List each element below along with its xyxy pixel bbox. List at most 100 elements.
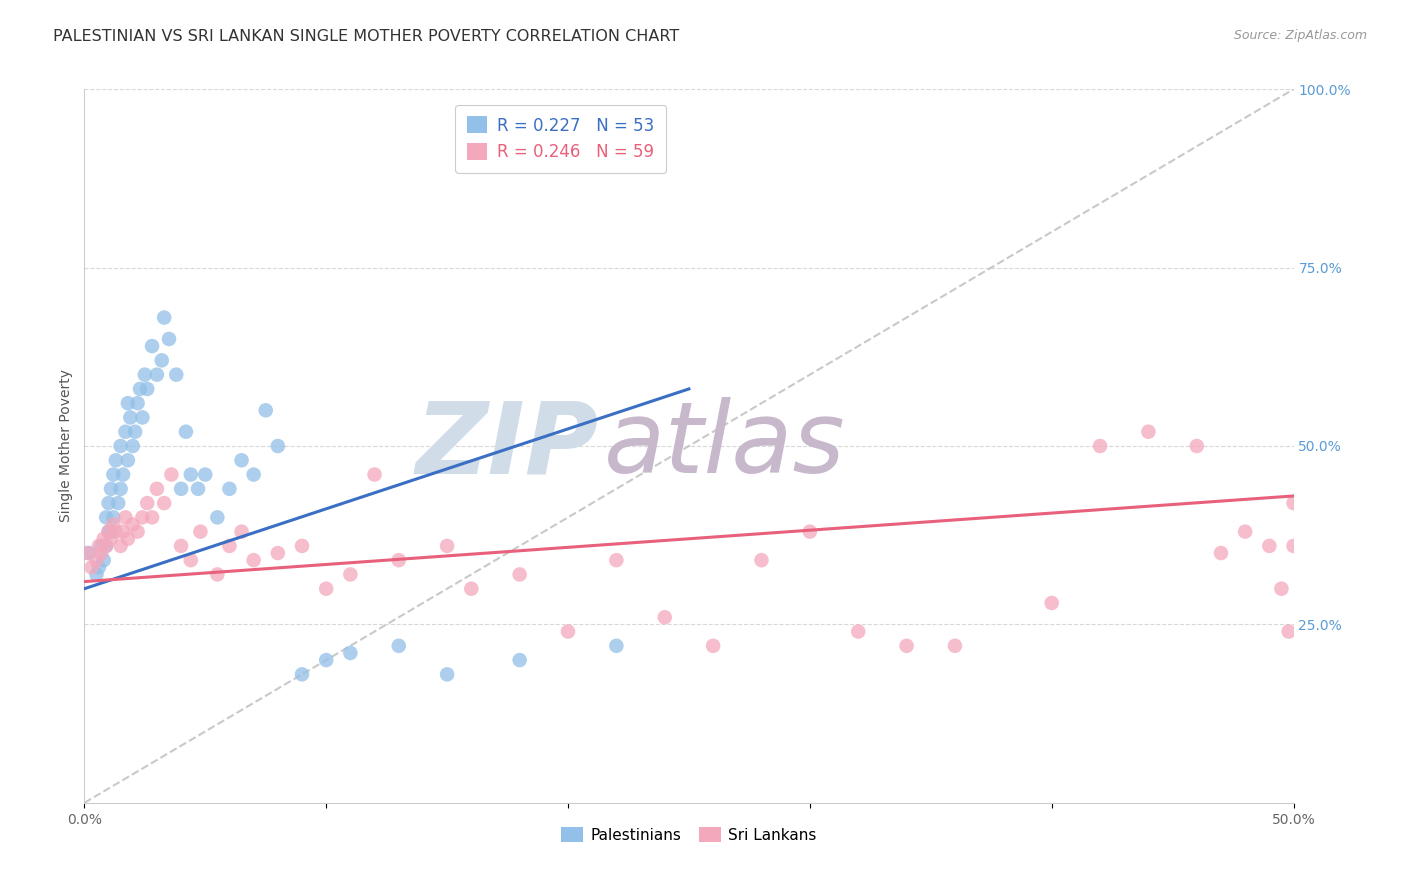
Point [97, 524, 120, 539]
Point [267, 546, 290, 560]
Point [114, 510, 136, 524]
Point [86, 567, 108, 582]
Point [231, 453, 253, 467]
Point [1282, 496, 1305, 510]
Point [93, 553, 115, 567]
Point [100, 532, 122, 546]
Point [1209, 546, 1232, 560]
Point [187, 482, 209, 496]
Point [153, 496, 176, 510]
Point [94, 510, 117, 524]
Point [339, 567, 361, 582]
Point [90, 546, 112, 560]
Point [97, 524, 120, 539]
Point [291, 667, 314, 681]
Point [170, 482, 193, 496]
Point [134, 368, 156, 382]
Point [1234, 524, 1257, 539]
Point [207, 567, 229, 582]
Point [114, 425, 136, 439]
Point [896, 639, 918, 653]
Point [605, 553, 627, 567]
Point [124, 425, 146, 439]
Point [107, 496, 129, 510]
Point [388, 639, 411, 653]
Point [339, 646, 361, 660]
Point [160, 467, 183, 482]
Point [846, 624, 869, 639]
Point [165, 368, 187, 382]
Point [103, 517, 125, 532]
Point [242, 467, 264, 482]
Point [117, 532, 139, 546]
Text: atlas: atlas [605, 398, 846, 494]
Point [110, 439, 132, 453]
Point [87, 560, 110, 574]
Point [654, 610, 676, 624]
Point [1258, 539, 1281, 553]
Text: PALESTINIAN VS SRI LANKAN SINGLE MOTHER POVERTY CORRELATION CHART: PALESTINIAN VS SRI LANKAN SINGLE MOTHER … [53, 29, 679, 45]
Point [799, 524, 821, 539]
Text: Source: ZipAtlas.com: Source: ZipAtlas.com [1233, 29, 1367, 43]
Point [117, 453, 139, 467]
Point [120, 410, 142, 425]
Point [104, 524, 127, 539]
Point [141, 339, 163, 353]
Point [174, 425, 197, 439]
Point [146, 368, 169, 382]
Point [146, 482, 169, 496]
Point [1282, 539, 1305, 553]
Point [388, 553, 411, 567]
Point [76, 546, 98, 560]
Point [180, 553, 202, 567]
Point [141, 510, 163, 524]
Point [436, 667, 458, 681]
Point [509, 567, 531, 582]
Point [363, 467, 385, 482]
Point [77, 546, 100, 560]
Point [80, 560, 103, 574]
Point [100, 482, 122, 496]
Point [1185, 439, 1208, 453]
Point [90, 539, 112, 553]
Point [751, 553, 773, 567]
Point [207, 510, 229, 524]
Point [1270, 582, 1292, 596]
Point [605, 639, 627, 653]
Point [100, 524, 122, 539]
Point [103, 510, 125, 524]
Point [117, 396, 139, 410]
Point [121, 439, 143, 453]
Point [150, 353, 173, 368]
Point [136, 382, 159, 396]
Point [94, 539, 117, 553]
Point [110, 539, 132, 553]
Point [94, 539, 117, 553]
Point [194, 467, 217, 482]
Point [315, 653, 337, 667]
Point [460, 582, 482, 596]
Point [131, 410, 153, 425]
Point [1040, 596, 1063, 610]
Point [267, 439, 290, 453]
Point [242, 553, 264, 567]
Point [121, 517, 143, 532]
Point [129, 382, 152, 396]
Point [87, 539, 110, 553]
Point [1088, 439, 1111, 453]
Point [97, 496, 120, 510]
Point [218, 482, 240, 496]
Point [157, 332, 180, 346]
Point [86, 553, 108, 567]
Text: ZIP: ZIP [415, 398, 599, 494]
Point [218, 539, 240, 553]
Point [180, 467, 202, 482]
Y-axis label: Single Mother Poverty: Single Mother Poverty [59, 369, 73, 523]
Point [104, 453, 127, 467]
Point [509, 653, 531, 667]
Point [436, 539, 458, 553]
Point [1278, 624, 1301, 639]
Point [557, 624, 579, 639]
Point [93, 532, 115, 546]
Point [103, 467, 125, 482]
